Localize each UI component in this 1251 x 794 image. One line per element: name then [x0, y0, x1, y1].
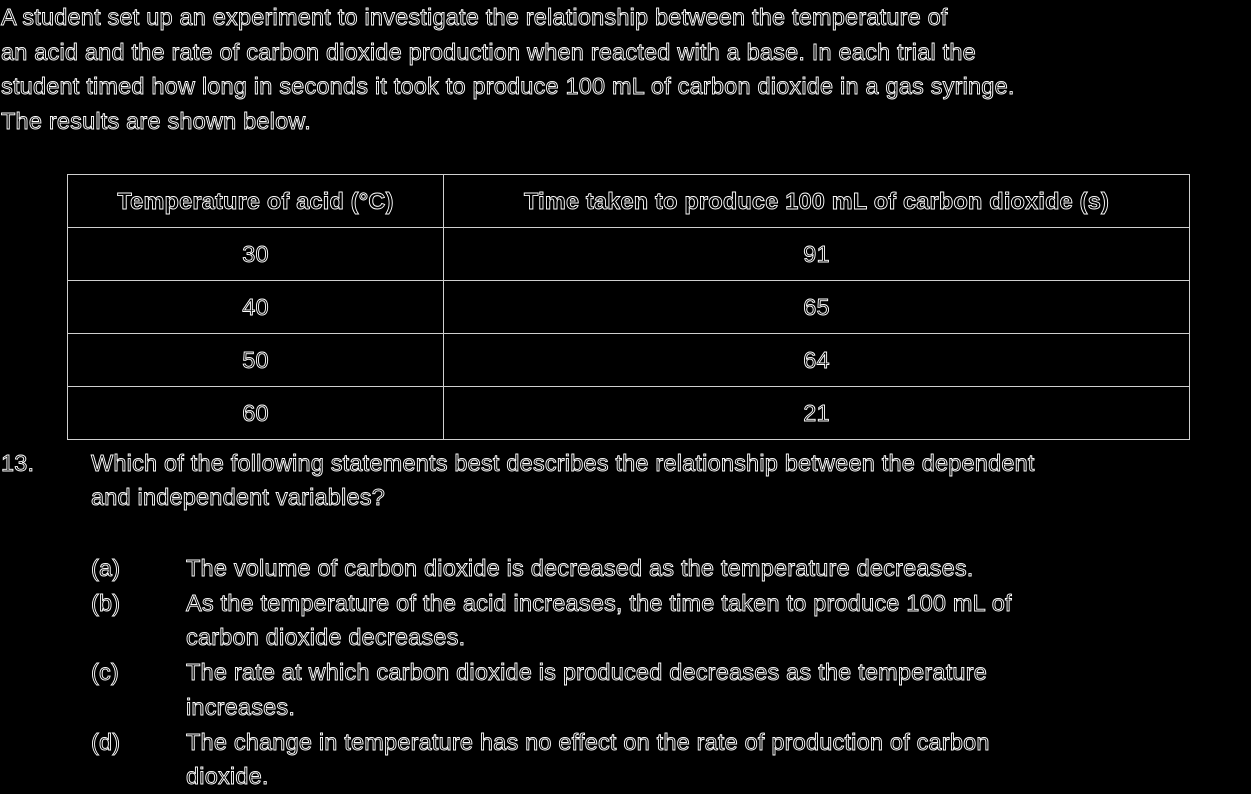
answer-options: (a) The volume of carbon dioxide is decr… — [0, 551, 1251, 794]
option-c: (c) The rate at which carbon dioxide is … — [0, 655, 1251, 725]
question-number: 13. — [1, 450, 35, 477]
cell-time: 21 — [443, 386, 1190, 440]
question-line: and independent variables? — [91, 484, 386, 511]
cell-temperature: 60 — [67, 386, 444, 440]
table-header-row: Temperature of acid (°C) Time taken to p… — [67, 174, 1190, 228]
option-label: (c) — [91, 659, 120, 686]
intro-line: A student set up an experiment to invest… — [1, 4, 948, 31]
intro-line: an acid and the rate of carbon dioxide p… — [1, 38, 977, 65]
option-d: (d) The change in temperature has no eff… — [0, 725, 1251, 794]
option-label: (a) — [91, 555, 121, 582]
cell-time: 65 — [443, 280, 1190, 334]
cell-temperature: 40 — [67, 280, 444, 334]
option-line: The change in temperature has no effect … — [186, 728, 990, 755]
question-line: Which of the following statements best d… — [91, 450, 1035, 477]
option-a: (a) The volume of carbon dioxide is decr… — [0, 551, 1251, 586]
option-text: The rate at which carbon dioxide is prod… — [186, 655, 1246, 724]
cell-temperature: 30 — [67, 227, 444, 281]
option-text: The volume of carbon dioxide is decrease… — [186, 551, 1246, 586]
table-row: 50 64 — [67, 333, 1190, 387]
cell-time: 64 — [443, 333, 1190, 387]
option-line: carbon dioxide decreases. — [186, 624, 466, 651]
option-line: As the temperature of the acid increases… — [186, 589, 1012, 616]
results-table: Temperature of acid (°C) Time taken to p… — [67, 174, 1190, 440]
option-b: (b) As the temperature of the acid incre… — [0, 586, 1251, 656]
cell-time: 91 — [443, 227, 1190, 281]
option-line: The rate at which carbon dioxide is prod… — [186, 659, 988, 686]
intro-line: The results are shown below. — [1, 107, 312, 134]
table-row: 40 65 — [67, 280, 1190, 334]
question-text: Which of the following statements best d… — [91, 446, 1251, 514]
table-row: 30 91 — [67, 227, 1190, 281]
option-line: dioxide. — [186, 763, 269, 790]
option-line: increases. — [186, 693, 296, 720]
header-temperature: Temperature of acid (°C) — [67, 174, 444, 228]
option-text: The change in temperature has no effect … — [186, 725, 1246, 794]
intro-line: student timed how long in seconds it too… — [1, 73, 1015, 100]
intro-paragraph: A student set up an experiment to invest… — [1, 0, 1251, 138]
option-line: The volume of carbon dioxide is decrease… — [186, 555, 974, 582]
option-label: (b) — [91, 589, 121, 616]
header-time: Time taken to produce 100 mL of carbon d… — [443, 174, 1190, 228]
option-text: As the temperature of the acid increases… — [186, 586, 1246, 655]
cell-temperature: 50 — [67, 333, 444, 387]
table-row: 60 21 — [67, 386, 1190, 440]
option-label: (d) — [91, 728, 121, 755]
